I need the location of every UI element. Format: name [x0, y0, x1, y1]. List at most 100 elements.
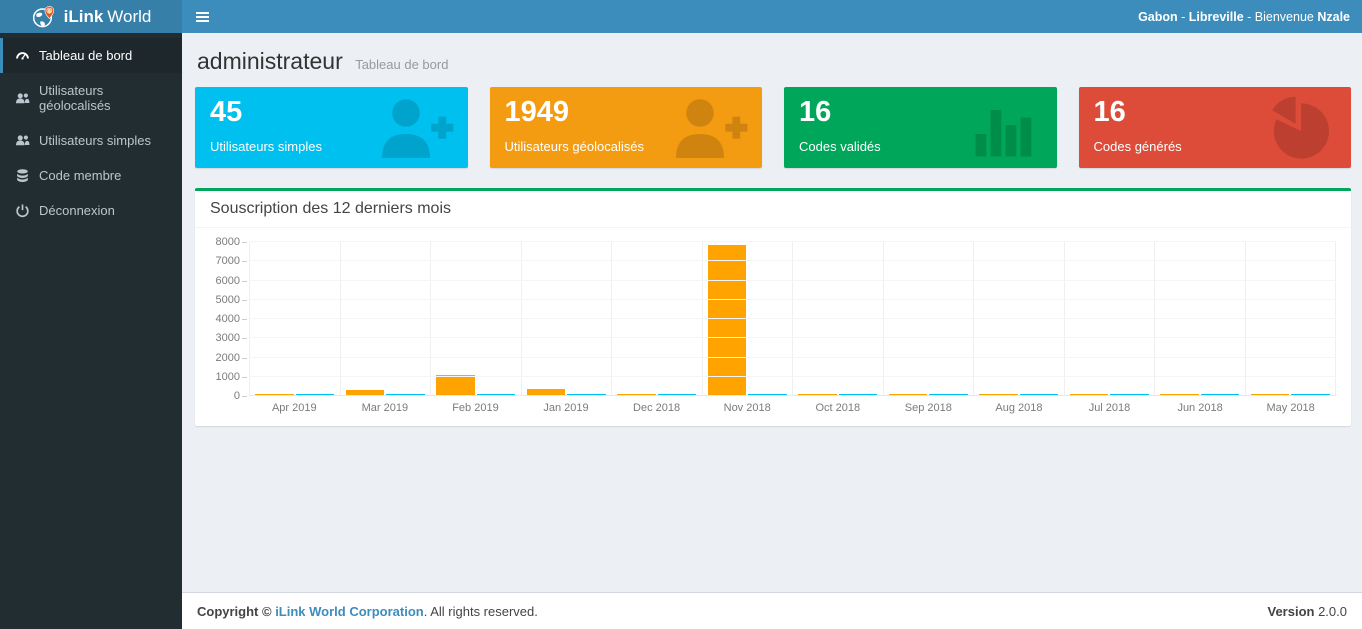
chart-plot-area: [249, 241, 1336, 396]
sidebar-item-label: Utilisateurs simples: [39, 133, 151, 148]
sidebar-item-label: Utilisateurs géolocalisés: [39, 83, 111, 113]
version-value: 2.0.0: [1314, 603, 1347, 619]
sidebar-item[interactable]: Code membre: [0, 158, 182, 193]
gridline: [250, 395, 1336, 396]
bar-group: [974, 242, 1065, 396]
copyright-suffix: . All rights reserved.: [423, 603, 538, 619]
page-subtitle: Tableau de bord: [355, 57, 449, 72]
x-tick-label: Mar 2019: [361, 402, 409, 414]
bar-group: [431, 242, 522, 396]
gridline: [250, 298, 1336, 300]
greeting-text: Bienvenue: [1254, 9, 1318, 24]
stat-card: 45 Utilisateurs simples: [195, 87, 468, 168]
x-tick-label: Sep 2018: [904, 402, 952, 414]
brand-name-regular: World: [107, 6, 152, 26]
user-info: Gabon - Libreville - Bienvenue Nzale: [1138, 10, 1362, 24]
subscriptions-panel: Souscription des 12 derniers mois 0 1000 2…: [195, 188, 1351, 426]
bar-group: [522, 242, 612, 396]
user-plus-icon: [666, 92, 752, 164]
svg-text:$: $: [48, 8, 51, 14]
gridline: [250, 260, 1336, 262]
bar-series-orange[interactable]: [436, 374, 475, 396]
bar-group: [250, 242, 341, 396]
y-tick-label: 4000: [215, 313, 248, 325]
y-tick-label: 7000: [215, 255, 248, 268]
footer: Copyright © iLink World Corporation. All…: [182, 592, 1362, 629]
bar-group: [341, 242, 431, 396]
sidebar-toggle-button[interactable]: [182, 0, 222, 33]
sidebar-item[interactable]: Tableau de bord: [0, 38, 182, 73]
page-header: administrateur Tableau de bord: [195, 44, 1351, 87]
gridline: [250, 337, 1336, 339]
bar-group: [884, 242, 974, 396]
version-label: Version: [1267, 603, 1315, 619]
stat-value: 45: [210, 96, 243, 128]
power-off-icon: [15, 203, 30, 218]
x-tick-label: Dec 2018: [633, 402, 681, 414]
x-tick-label: Apr 2019: [271, 402, 317, 414]
panel-body: 0 1000 2000 3000 4000 5000 6000 7000 8000 Apr 20…: [195, 228, 1351, 426]
sidebar-item[interactable]: Utilisateurs simples: [0, 123, 182, 158]
y-tick-label: 0: [233, 390, 248, 402]
users-icon: [15, 133, 30, 148]
chart-x-axis: Apr 2019 Mar 2019 Feb 2019 Jan 2019 Dec 2018…: [249, 396, 1336, 414]
bar-series-orange[interactable]: [707, 244, 747, 396]
stat-label: Utilisateurs simples: [210, 139, 322, 155]
y-tick-label: 5000: [215, 293, 248, 306]
copyright-prefix: Copyright ©: [197, 603, 276, 619]
panel-title: Souscription des 12 derniers mois: [210, 200, 452, 217]
x-tick-label: Jul 2018: [1088, 402, 1131, 414]
panel-header: Souscription des 12 derniers mois: [195, 191, 1351, 228]
bar-group: [1246, 242, 1336, 396]
users-icon: [15, 91, 30, 106]
user-name: Nzale: [1317, 9, 1350, 24]
gridline: [250, 241, 1336, 242]
y-tick-label: 1000: [215, 370, 248, 383]
separator: -: [1177, 9, 1189, 24]
topbar: $ iLink World Gabon - Libreville - Bienv…: [0, 0, 1362, 33]
brand-logo[interactable]: $ iLink World: [0, 0, 182, 33]
chart-bars: [250, 242, 1336, 396]
stat-card: 1949 Utilisateurs géolocalisés: [489, 87, 762, 168]
x-tick-label: Oct 2018: [815, 402, 861, 414]
sidebar-item-label: Déconnexion: [39, 203, 115, 218]
company-link[interactable]: iLink World Corporation: [275, 603, 424, 619]
sidebar-item[interactable]: Déconnexion: [0, 193, 182, 228]
separator: -: [1243, 9, 1255, 24]
bar-chart-icon: [961, 92, 1047, 164]
copyright-text: Copyright © iLink World Corporation. All…: [197, 604, 538, 619]
hamburger-icon: [195, 11, 209, 14]
y-tick-label: 2000: [215, 351, 248, 364]
bar-group: [793, 242, 884, 396]
stat-label: Codes validés: [799, 139, 881, 155]
dashboard-icon: [15, 48, 30, 63]
bar-group: [703, 242, 793, 396]
y-tick-label: 6000: [215, 274, 248, 287]
sidebar-item[interactable]: Utilisateurs géolocalisés: [0, 73, 182, 123]
x-tick-label: Nov 2018: [723, 402, 771, 414]
chart-y-axis: 0 1000 2000 3000 4000 5000 6000 7000 8000: [205, 236, 249, 402]
x-tick-label: Feb 2019: [452, 402, 499, 414]
stat-label: Codes générés: [1093, 139, 1182, 155]
pie-chart-icon: [1255, 92, 1341, 164]
sidebar: Tableau de bord: [0, 33, 182, 629]
sidebar-item-label: Tableau de bord: [39, 48, 133, 63]
user-plus-icon: [372, 92, 458, 164]
version-text: Version 2.0.0: [1268, 604, 1348, 619]
database-icon: [15, 168, 30, 183]
content-area: administrateur Tableau de bord 45 Utilis…: [182, 33, 1362, 592]
stat-value: 16: [799, 96, 832, 128]
bar-series-orange[interactable]: [526, 389, 566, 396]
y-tick-label: 3000: [215, 332, 248, 345]
x-tick-label: May 2018: [1266, 402, 1315, 414]
bar-group: [612, 242, 703, 396]
stat-value: 1949: [504, 96, 570, 128]
brand-name-bold: iLink: [63, 6, 104, 26]
bar-group: [1155, 242, 1246, 396]
bar-series-orange[interactable]: [345, 390, 385, 396]
stat-card: 16 Codes validés: [784, 87, 1057, 168]
y-tick-label: 8000: [215, 236, 248, 248]
x-tick-label: Jan 2019: [543, 402, 589, 414]
globe-pin-logo-icon: $: [31, 4, 57, 30]
